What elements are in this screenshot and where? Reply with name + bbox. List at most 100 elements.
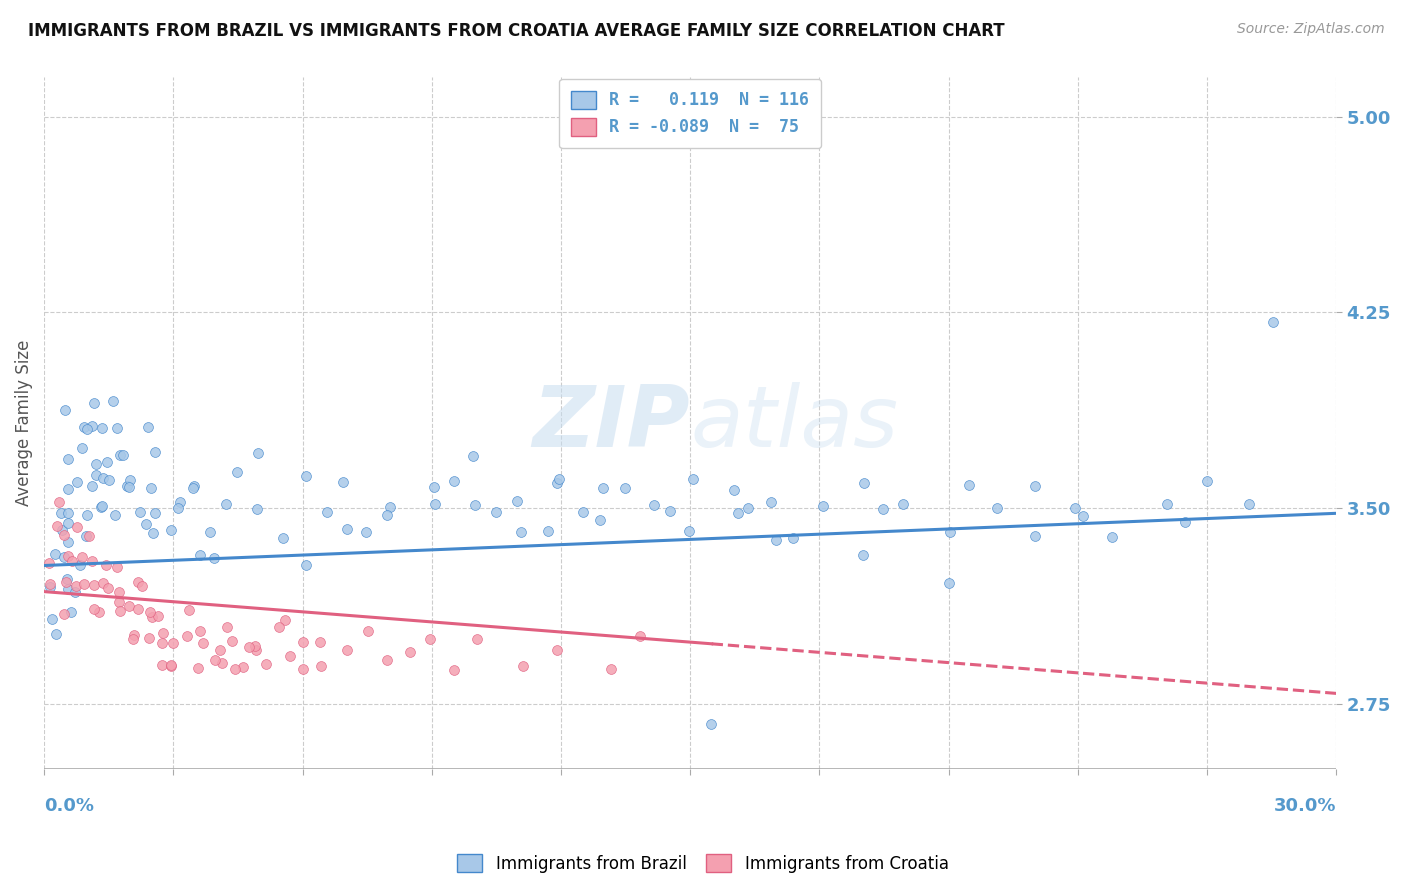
Point — [183, 479, 205, 493]
Point — [614, 481, 637, 495]
Point — [506, 493, 529, 508]
Point — [58, 483, 80, 497]
Point — [1101, 529, 1123, 543]
Point — [44, 547, 66, 561]
Point — [127, 575, 149, 590]
Point — [939, 524, 962, 539]
Point — [215, 497, 238, 511]
Point — [58, 582, 80, 597]
Point — [1174, 515, 1197, 529]
Point — [957, 477, 980, 491]
Point — [107, 421, 129, 435]
Point — [571, 505, 593, 519]
Point — [232, 660, 254, 674]
Point — [245, 643, 267, 657]
Point — [104, 508, 127, 522]
Point — [422, 480, 444, 494]
Point — [152, 626, 174, 640]
Legend: R =   0.119  N = 116, R = -0.089  N =  75: R = 0.119 N = 116, R = -0.089 N = 75 — [560, 78, 821, 148]
Point — [485, 505, 508, 519]
Point — [537, 524, 560, 538]
Point — [700, 717, 723, 731]
Point — [600, 662, 623, 676]
Point — [238, 640, 260, 654]
Point — [51, 523, 73, 537]
Point — [209, 643, 232, 657]
Point — [138, 631, 160, 645]
Point — [852, 549, 875, 563]
Point — [354, 525, 377, 540]
Point — [80, 554, 103, 568]
Legend: Immigrants from Brazil, Immigrants from Croatia: Immigrants from Brazil, Immigrants from … — [450, 847, 956, 880]
Point — [90, 500, 112, 515]
Point — [463, 449, 485, 463]
Point — [357, 624, 380, 638]
Point — [83, 577, 105, 591]
Point — [1239, 497, 1261, 511]
Point — [91, 576, 114, 591]
Point — [160, 523, 183, 537]
Point — [108, 448, 131, 462]
Point — [101, 394, 124, 409]
Point — [63, 585, 86, 599]
Point — [176, 629, 198, 643]
Point — [181, 481, 204, 495]
Point — [58, 535, 80, 549]
Point — [765, 533, 787, 547]
Point — [278, 648, 301, 663]
Point — [143, 445, 166, 459]
Point — [45, 519, 67, 533]
Point — [83, 395, 105, 409]
Point — [96, 558, 118, 572]
Point — [59, 605, 82, 619]
Point — [589, 513, 612, 527]
Point — [167, 500, 190, 515]
Point — [872, 502, 894, 516]
Point — [82, 479, 104, 493]
Point — [658, 503, 681, 517]
Point — [378, 500, 401, 514]
Point — [224, 662, 246, 676]
Point — [782, 531, 804, 545]
Point — [294, 469, 316, 483]
Point — [91, 421, 114, 435]
Point — [141, 610, 163, 624]
Point — [55, 572, 77, 586]
Point — [423, 497, 446, 511]
Point — [53, 550, 76, 565]
Point — [204, 653, 226, 667]
Point — [723, 483, 745, 498]
Point — [118, 474, 141, 488]
Point — [852, 476, 875, 491]
Y-axis label: Average Family Size: Average Family Size — [15, 340, 32, 507]
Text: 30.0%: 30.0% — [1274, 797, 1336, 814]
Point — [336, 643, 359, 657]
Point — [115, 478, 138, 492]
Point — [105, 559, 128, 574]
Point — [512, 659, 534, 673]
Point — [267, 620, 290, 634]
Point — [108, 594, 131, 608]
Point — [56, 549, 79, 563]
Point — [1024, 479, 1046, 493]
Point — [761, 495, 783, 509]
Point — [291, 662, 314, 676]
Point — [76, 508, 98, 522]
Text: 0.0%: 0.0% — [44, 797, 94, 814]
Point — [107, 584, 129, 599]
Point — [246, 446, 269, 460]
Point — [60, 554, 83, 568]
Point — [682, 472, 704, 486]
Point — [108, 604, 131, 618]
Point — [150, 658, 173, 673]
Point — [39, 576, 62, 591]
Point — [142, 526, 165, 541]
Point — [55, 575, 77, 590]
Point — [69, 558, 91, 573]
Point — [464, 499, 486, 513]
Point — [187, 660, 209, 674]
Point — [465, 632, 488, 646]
Text: ZIP: ZIP — [533, 382, 690, 465]
Point — [217, 620, 239, 634]
Point — [188, 624, 211, 638]
